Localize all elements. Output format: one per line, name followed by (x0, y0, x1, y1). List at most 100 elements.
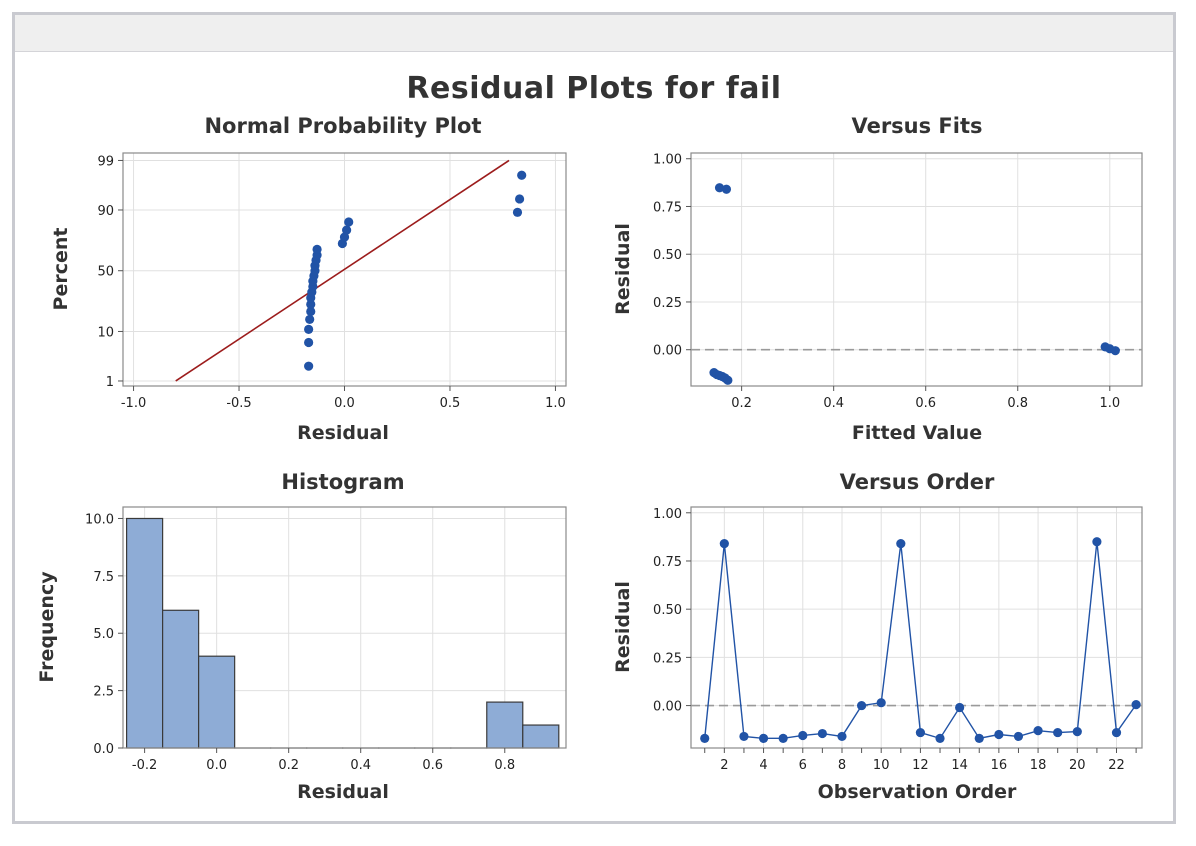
tick-label-y: 50 (97, 265, 114, 280)
order-plot-gridlines (691, 507, 1142, 748)
histogram-bar (162, 609, 200, 749)
tick-label-x: 0.8 (494, 758, 515, 773)
tick-label-y: 90 (97, 204, 114, 219)
data-point (758, 733, 769, 743)
tick-label-x: 0.2 (278, 758, 299, 773)
data-point (342, 225, 352, 235)
tick-label-x: 6 (799, 758, 807, 773)
order-plot-ticks: 2 4 6 8 10 12 14 16 18 20 22 0.00 0.25 0.50 0.75 1.00 (653, 507, 1137, 773)
tick-label-x: 4 (759, 758, 767, 773)
normal-plot-gridlines (123, 153, 566, 386)
data-point (974, 733, 984, 743)
normal-plot-xlabel: Residual (297, 422, 389, 444)
data-point (512, 207, 523, 217)
order-plot-xlabel: Observation Order (818, 781, 1017, 803)
data-point (935, 733, 945, 743)
tick-label-y: 0.25 (653, 651, 682, 666)
fits-plot-title: Versus Fits (851, 114, 982, 138)
data-point (714, 183, 725, 193)
data-point (896, 539, 906, 549)
histogram-ticks: -0.2 0.0 0.2 0.4 0.6 0.8 0.0 2.5 5.0 7.5 10.0 (85, 512, 515, 773)
tick-label-x: 22 (1108, 758, 1125, 773)
tick-label-y: 0.00 (653, 344, 682, 359)
tick-label-x: 0.4 (823, 396, 844, 411)
data-point (1131, 700, 1141, 710)
fits-plot-marks (691, 183, 1142, 385)
data-point (339, 232, 350, 242)
data-point (304, 324, 314, 334)
tick-label-x: 10 (873, 758, 890, 773)
data-point (1110, 346, 1120, 356)
data-point (1072, 727, 1082, 737)
data-point (837, 731, 847, 742)
tick-label-x: 1.0 (1099, 396, 1120, 411)
histogram-bar (486, 701, 524, 749)
tick-label-y: 0.75 (653, 200, 682, 215)
normal-plot-ticks: -1.0 -0.5 0.0 0.5 1.0 1 10 50 90 99 (97, 154, 565, 411)
data-point (721, 184, 732, 194)
fits-plot-ticks: 0.2 0.4 0.6 0.8 1.0 0.00 0.25 0.50 0.75 1.00 (653, 153, 1120, 411)
histogram-bar (198, 655, 236, 749)
data-point (723, 375, 733, 385)
data-point (1053, 727, 1063, 738)
tick-label-y: 1.00 (653, 507, 682, 522)
histogram-xlabel: Residual (297, 781, 389, 803)
normal-plot-ylabel: Percent (50, 228, 72, 311)
data-point (1092, 537, 1102, 547)
histogram-title: Histogram (281, 470, 404, 494)
tick-label-y: 7.5 (93, 570, 114, 585)
tick-label-y: 0.50 (653, 603, 682, 618)
data-point (344, 217, 354, 227)
fits-plot-area (690, 152, 1143, 387)
order-plot-title: Versus Order (840, 470, 995, 494)
fit-line (175, 159, 510, 382)
data-point (312, 244, 322, 254)
tick-label-x: 20 (1069, 758, 1086, 773)
normal-plot-marks (175, 159, 527, 382)
tick-label-x: 2 (720, 758, 728, 773)
tick-label-y: 1.00 (653, 153, 682, 168)
data-point (856, 700, 867, 711)
tick-label-y: 1 (106, 375, 114, 390)
histogram-bar (126, 517, 164, 749)
tick-label-x: 1.0 (545, 396, 566, 411)
tick-label-y: 0.00 (653, 700, 682, 715)
tick-label-y: 10 (97, 325, 114, 340)
window-title-bar (15, 15, 1173, 52)
tick-label-x: -0.2 (132, 758, 157, 773)
data-point (304, 337, 314, 348)
tick-label-y: 5.0 (93, 627, 114, 642)
order-plot-area (690, 506, 1143, 749)
data-point (719, 539, 729, 549)
data-point (817, 728, 827, 739)
data-point (915, 727, 926, 738)
data-point (306, 306, 316, 317)
histogram-panel: Histogram -0.2 0.0 0.2 0.4 0.6 0.8 0.0 2.5 5.0 7.… (36, 470, 567, 803)
tick-label-x: 8 (838, 758, 846, 773)
histogram-ylabel: Frequency (36, 571, 58, 683)
data-point (876, 698, 886, 708)
data-point (306, 299, 316, 309)
data-point (517, 170, 527, 180)
tick-label-x: 18 (1030, 758, 1047, 773)
tick-label-y: 0.25 (653, 296, 682, 311)
tick-label-x: 0.2 (731, 396, 752, 411)
fits-plot-xlabel: Fitted Value (852, 422, 982, 444)
tick-label-y: 99 (97, 154, 114, 169)
histogram-plot-area (122, 506, 567, 749)
tick-label-x: 0.8 (1007, 396, 1028, 411)
tick-label-x: 16 (991, 758, 1008, 773)
tick-label-x: 0.0 (334, 396, 355, 411)
data-point (739, 731, 749, 742)
tick-label-y: 2.5 (93, 685, 114, 700)
order-plot-ylabel: Residual (612, 581, 634, 673)
tick-label-y: 0.75 (653, 555, 682, 570)
histogram-bar (522, 724, 560, 749)
main-title: Residual Plots for fail (406, 71, 781, 106)
tick-label-x: 0.5 (440, 396, 461, 411)
data-point (1013, 731, 1024, 742)
tick-label-x: 0.6 (422, 758, 443, 773)
tick-label-x: 12 (912, 758, 929, 773)
data-point (994, 729, 1004, 740)
data-point (304, 361, 314, 371)
